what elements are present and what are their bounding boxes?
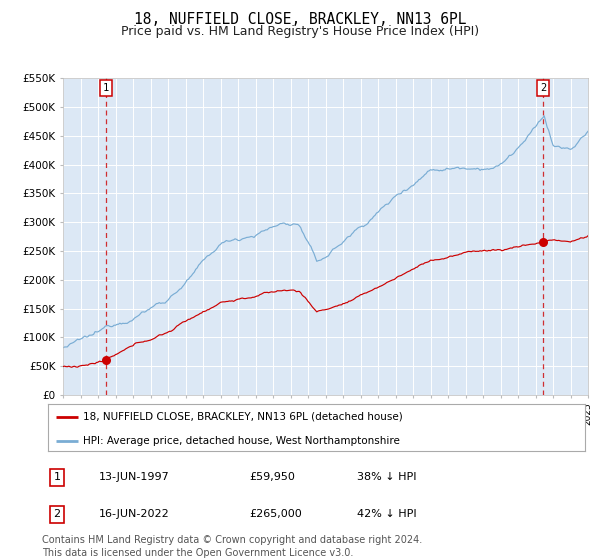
Text: Price paid vs. HM Land Registry's House Price Index (HPI): Price paid vs. HM Land Registry's House …: [121, 25, 479, 38]
Text: 13-JUN-1997: 13-JUN-1997: [99, 472, 170, 482]
Text: 1: 1: [53, 472, 61, 482]
Text: 18, NUFFIELD CLOSE, BRACKLEY, NN13 6PL: 18, NUFFIELD CLOSE, BRACKLEY, NN13 6PL: [134, 12, 466, 27]
Text: HPI: Average price, detached house, West Northamptonshire: HPI: Average price, detached house, West…: [83, 436, 400, 446]
Text: 38% ↓ HPI: 38% ↓ HPI: [357, 472, 416, 482]
Text: 1: 1: [103, 83, 109, 93]
Text: 42% ↓ HPI: 42% ↓ HPI: [357, 509, 416, 519]
Text: 18, NUFFIELD CLOSE, BRACKLEY, NN13 6PL (detached house): 18, NUFFIELD CLOSE, BRACKLEY, NN13 6PL (…: [83, 412, 403, 422]
Text: Contains HM Land Registry data © Crown copyright and database right 2024.
This d: Contains HM Land Registry data © Crown c…: [42, 535, 422, 558]
Text: 16-JUN-2022: 16-JUN-2022: [99, 509, 170, 519]
Text: 2: 2: [53, 509, 61, 519]
Text: £59,950: £59,950: [249, 472, 295, 482]
Text: 2: 2: [540, 83, 547, 93]
Text: £265,000: £265,000: [249, 509, 302, 519]
